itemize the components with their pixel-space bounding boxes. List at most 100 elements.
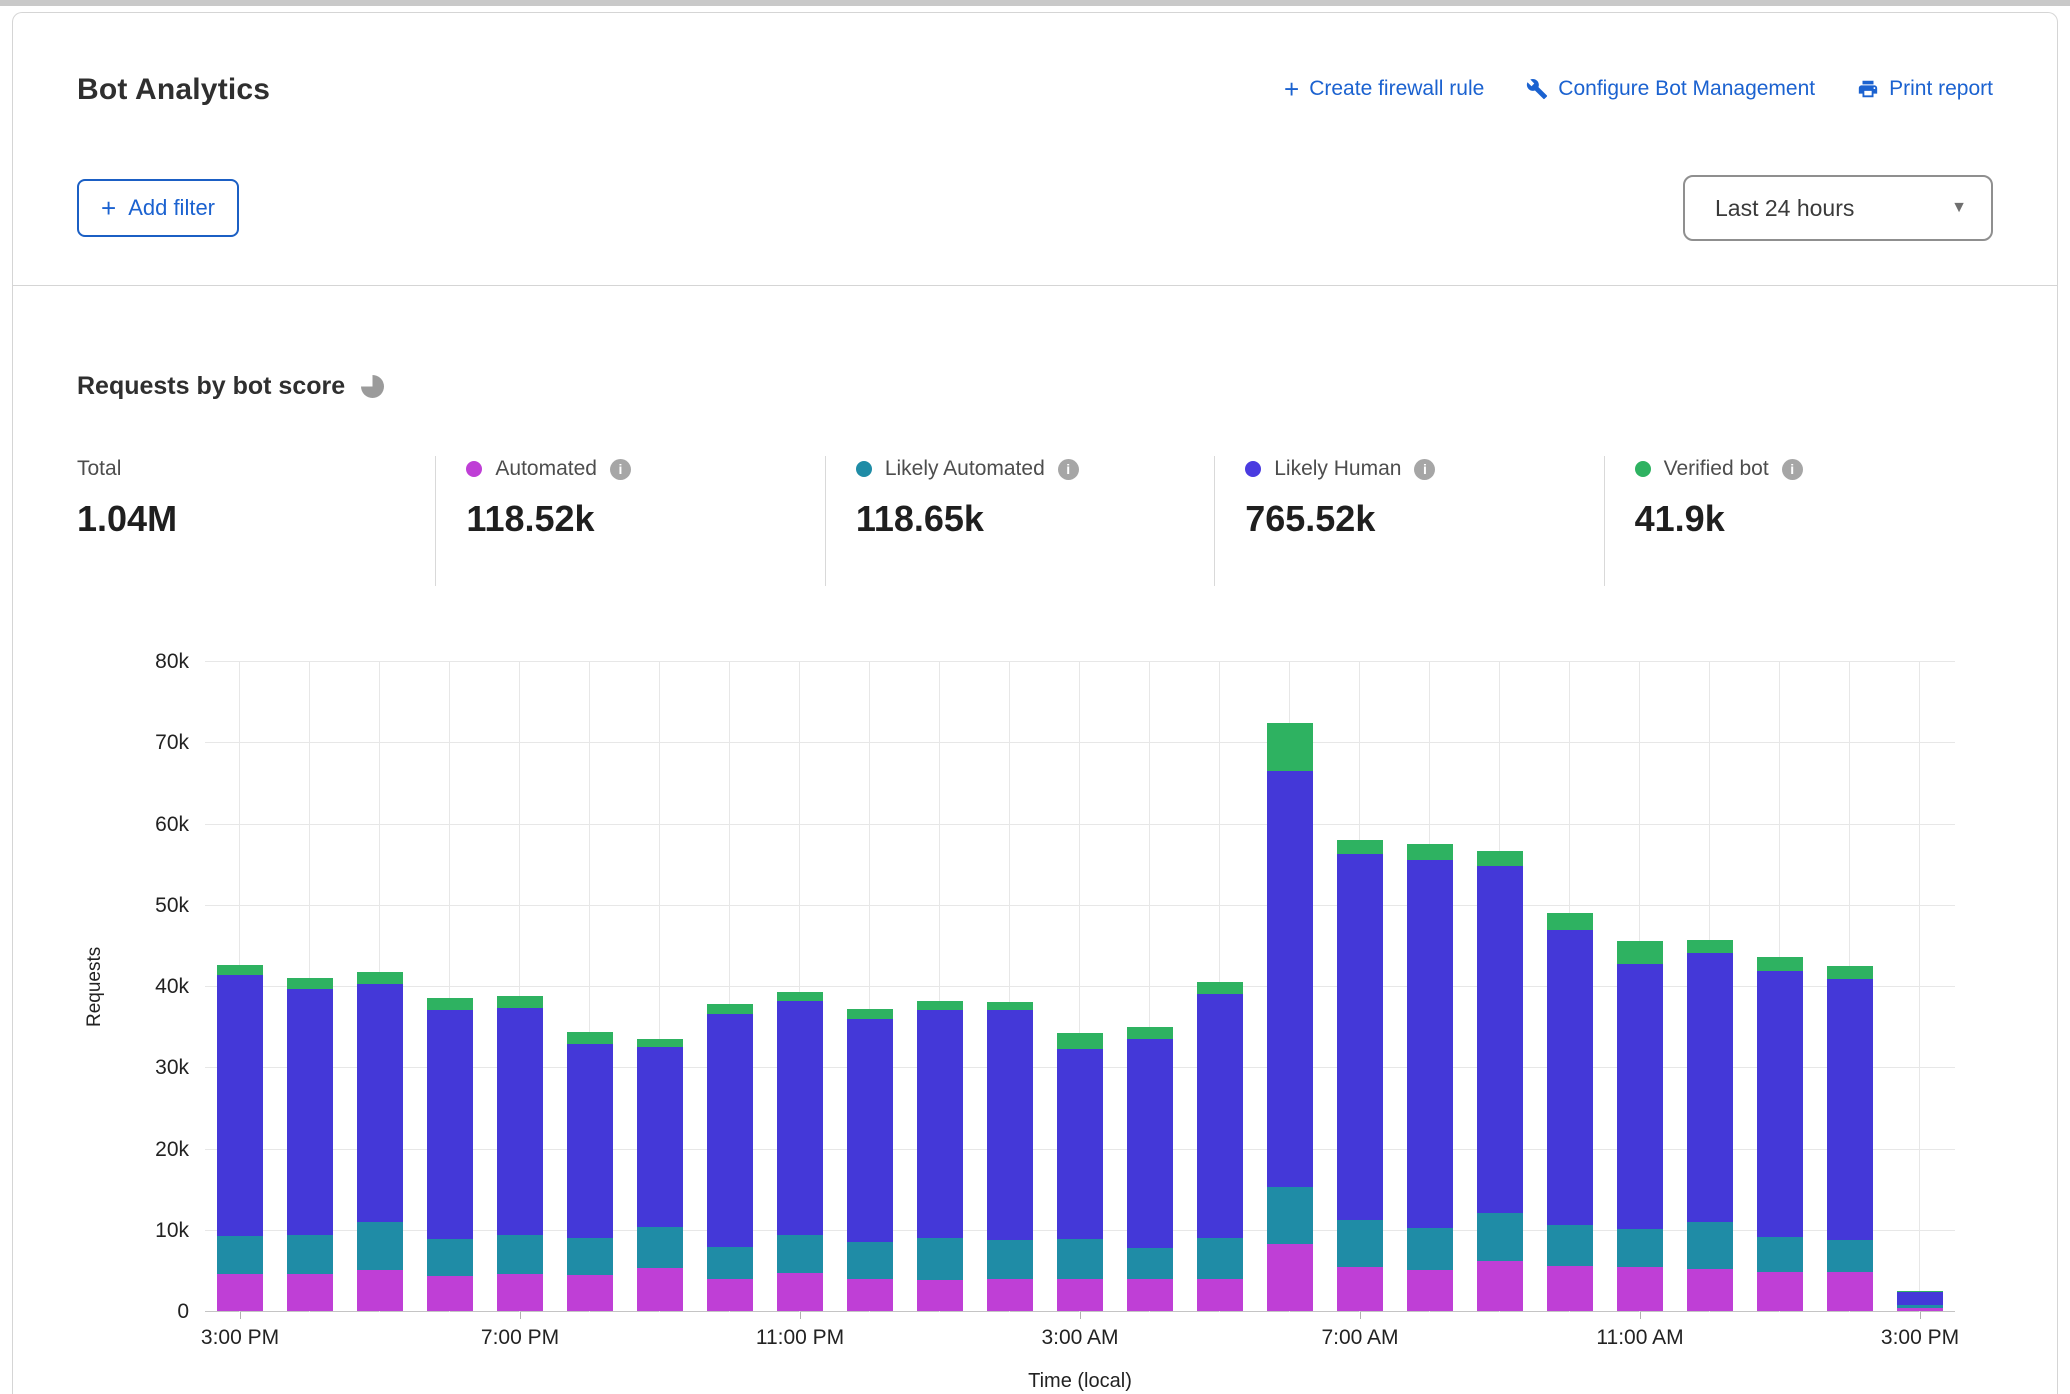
section-title: Requests by bot score xyxy=(77,372,345,401)
bar-segment xyxy=(1617,964,1663,1229)
bar-segment xyxy=(1127,1279,1173,1312)
bar-cell xyxy=(1185,662,1255,1312)
bar-segment xyxy=(1547,913,1593,930)
stacked-bar[interactable] xyxy=(917,1001,963,1311)
x-tick-mark xyxy=(1640,1312,1641,1319)
x-tick-label: 7:00 PM xyxy=(481,1326,559,1350)
page-title: Bot Analytics xyxy=(77,73,270,107)
likely-automated-legend-dot xyxy=(856,461,872,477)
add-filter-button[interactable]: + Add filter xyxy=(77,179,239,237)
stacked-bar[interactable] xyxy=(847,1009,893,1311)
bar-cell xyxy=(555,662,625,1312)
bar-cell xyxy=(1885,662,1955,1312)
info-icon[interactable]: i xyxy=(610,459,631,480)
create-firewall-rule-link[interactable]: + Create firewall rule xyxy=(1284,77,1484,101)
stat-value: 41.9k xyxy=(1635,498,1993,540)
bar-segment xyxy=(1267,723,1313,771)
stat-likely-human: Likely Human i 765.52k xyxy=(1214,456,1603,586)
info-icon[interactable]: i xyxy=(1782,459,1803,480)
stacked-bar[interactable] xyxy=(1407,844,1453,1311)
pie-chart-icon xyxy=(361,375,384,398)
bar-segment xyxy=(1057,1033,1103,1049)
time-range-select[interactable]: Last 24 hours ▼ xyxy=(1683,175,1993,241)
bar-segment xyxy=(1267,771,1313,1187)
bar-segment xyxy=(917,1238,963,1280)
bar-segment xyxy=(917,1280,963,1311)
bar-cell xyxy=(765,662,835,1312)
print-report-link[interactable]: Print report xyxy=(1857,77,1993,101)
stacked-bar[interactable] xyxy=(217,965,263,1311)
stacked-bar[interactable] xyxy=(1757,957,1803,1311)
add-filter-label: Add filter xyxy=(128,195,215,221)
stat-label: Likely Automated xyxy=(885,457,1045,481)
stacked-bar[interactable] xyxy=(777,992,823,1311)
bar-segment xyxy=(1687,940,1733,953)
x-tick-mark xyxy=(1920,1312,1921,1319)
bar-segment xyxy=(567,1238,613,1275)
bar-segment xyxy=(427,1276,473,1311)
bar-segment xyxy=(1757,971,1803,1238)
bar-segment xyxy=(1407,1270,1453,1311)
bar-segment xyxy=(1547,930,1593,1225)
stacked-bar[interactable] xyxy=(287,978,333,1311)
info-icon[interactable]: i xyxy=(1414,459,1435,480)
stacked-bar[interactable] xyxy=(357,972,403,1311)
bar-segment xyxy=(1337,1220,1383,1267)
stacked-bar[interactable] xyxy=(1687,940,1733,1311)
header-actions: + Create firewall rule Configure Bot Man… xyxy=(1284,73,1993,101)
bar-segment xyxy=(1477,851,1523,866)
bar-segment xyxy=(637,1227,683,1268)
bar-segment xyxy=(847,1009,893,1019)
stacked-bar[interactable] xyxy=(1827,966,1873,1311)
stat-verified-bot: Verified bot i 41.9k xyxy=(1604,456,1993,586)
bar-cell xyxy=(1675,662,1745,1312)
bar-segment xyxy=(1897,1292,1943,1306)
info-icon[interactable]: i xyxy=(1058,459,1079,480)
stacked-bar[interactable] xyxy=(1897,1291,1943,1311)
bar-segment xyxy=(357,972,403,984)
print-report-label: Print report xyxy=(1889,77,1993,101)
bar-segment xyxy=(1197,994,1243,1238)
requests-by-bot-score-chart: Requests 010k20k30k40k50k60k70k80k3:00 P… xyxy=(205,662,1955,1312)
y-axis-title: Requests xyxy=(83,662,107,1312)
stacked-bar[interactable] xyxy=(1127,1027,1173,1311)
x-tick-mark xyxy=(1080,1312,1081,1319)
x-tick-label: 3:00 AM xyxy=(1041,1326,1118,1350)
bar-segment xyxy=(287,1274,333,1311)
stacked-bar[interactable] xyxy=(1267,723,1313,1311)
bar-segment xyxy=(1617,1267,1663,1311)
bar-segment xyxy=(567,1032,613,1043)
bar-segment xyxy=(1407,860,1453,1228)
stacked-bar[interactable] xyxy=(427,998,473,1311)
bar-segment xyxy=(1757,957,1803,971)
bar-segment xyxy=(917,1010,963,1238)
bar-segment xyxy=(1197,982,1243,994)
bot-analytics-card: Bot Analytics + Create firewall rule Con… xyxy=(12,12,2058,1394)
bar-segment xyxy=(987,1240,1033,1278)
bar-segment xyxy=(637,1268,683,1311)
bar-segment xyxy=(1057,1239,1103,1280)
stacked-bar[interactable] xyxy=(567,1032,613,1311)
stacked-bar[interactable] xyxy=(1197,982,1243,1311)
bar-segment xyxy=(777,1235,823,1273)
bar-segment xyxy=(637,1047,683,1227)
bar-segment xyxy=(1687,1269,1733,1311)
time-range-value: Last 24 hours xyxy=(1715,195,1854,222)
configure-bot-management-link[interactable]: Configure Bot Management xyxy=(1526,77,1815,101)
y-tick-label: 0 xyxy=(119,1300,189,1324)
bar-segment xyxy=(567,1044,613,1238)
bar-segment xyxy=(427,1239,473,1276)
stacked-bar[interactable] xyxy=(987,1002,1033,1311)
stacked-bar[interactable] xyxy=(1057,1033,1103,1311)
bar-segment xyxy=(1127,1027,1173,1038)
stacked-bar[interactable] xyxy=(497,996,543,1311)
plot-area xyxy=(205,662,1955,1312)
bar-segment xyxy=(777,992,823,1002)
stacked-bar[interactable] xyxy=(1547,913,1593,1311)
stacked-bar[interactable] xyxy=(1617,941,1663,1312)
stacked-bar[interactable] xyxy=(637,1039,683,1311)
stacked-bar[interactable] xyxy=(1477,851,1523,1311)
bar-segment xyxy=(287,1235,333,1274)
stacked-bar[interactable] xyxy=(1337,840,1383,1311)
stacked-bar[interactable] xyxy=(707,1004,753,1311)
